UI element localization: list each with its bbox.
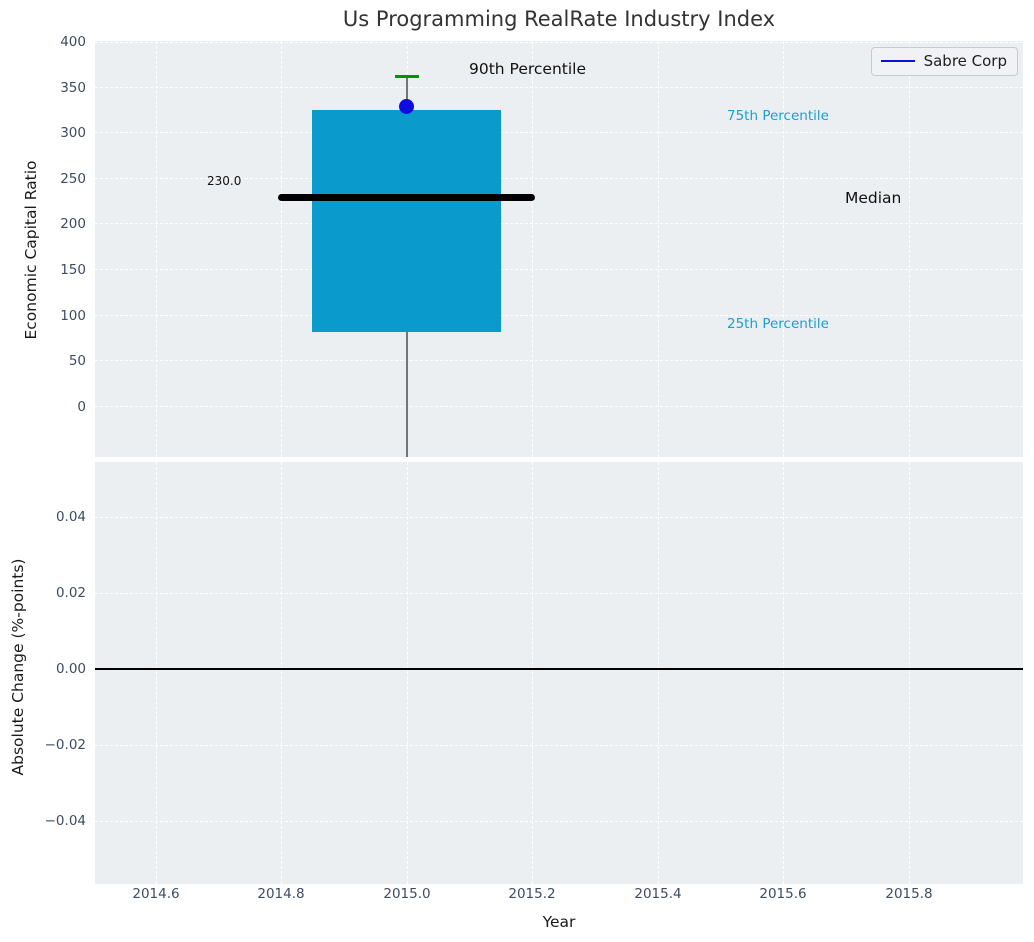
y-tick-label: −0.04 — [44, 813, 86, 829]
gridline — [95, 87, 1023, 88]
gridline — [156, 41, 157, 457]
y-tick-label: −0.02 — [44, 737, 86, 753]
gridline — [95, 178, 1023, 179]
gridline — [658, 462, 659, 884]
p90-label: 90th Percentile — [469, 60, 587, 78]
gridline — [95, 593, 1023, 594]
gridline — [281, 41, 282, 457]
x-tick-label: 2015.2 — [508, 886, 556, 902]
sabre-data-point — [399, 99, 414, 114]
gridline — [95, 269, 1023, 270]
gridline — [532, 41, 533, 457]
gridline — [532, 462, 533, 884]
x-axis-label: Year — [542, 913, 576, 931]
y-tick-label: 200 — [60, 216, 86, 232]
zero-line — [95, 668, 1023, 670]
y-tick-label: 250 — [60, 171, 86, 187]
gridline — [95, 821, 1023, 822]
x-tick-label: 2015.6 — [759, 886, 807, 902]
y-tick-label: 350 — [60, 80, 86, 96]
x-tick-label: 2014.8 — [257, 886, 305, 902]
y-tick-label: 400 — [60, 34, 86, 50]
gridline — [95, 132, 1023, 133]
legend-line-swatch — [880, 59, 915, 63]
gridline — [156, 462, 157, 884]
p90-cap — [395, 75, 419, 78]
gridline — [95, 315, 1023, 316]
gridline — [281, 462, 282, 884]
x-tick-label: 2014.6 — [132, 886, 180, 902]
top-axes: 230.0 90th Percentile 75th Percentile Me… — [95, 41, 1023, 457]
gridline — [95, 360, 1023, 361]
gridline — [95, 42, 1023, 43]
y-tick-label: 0.02 — [55, 585, 86, 601]
y-tick-label: 300 — [60, 125, 86, 141]
y-tick-label: 0 — [77, 399, 86, 415]
chart-title: Us Programming RealRate Industry Index — [342, 7, 776, 31]
p75-label: 75th Percentile — [727, 108, 829, 124]
y-tick-label: 0.00 — [55, 661, 86, 677]
legend: Sabre Corp — [870, 47, 1018, 76]
legend-label: Sabre Corp — [923, 52, 1007, 70]
y-tick-label: 0.04 — [55, 509, 86, 525]
gridline — [783, 41, 784, 457]
p25-label: 25th Percentile — [727, 316, 829, 332]
gridline — [407, 462, 408, 884]
x-tick-label: 2015.4 — [634, 886, 682, 902]
median-word-label: Median — [845, 189, 902, 207]
median-line — [278, 194, 535, 201]
x-tick-label: 2015.0 — [383, 886, 431, 902]
gridline — [909, 41, 910, 457]
gridline — [909, 462, 910, 884]
gridline — [95, 517, 1023, 518]
median-value-label: 230.0 — [207, 174, 242, 188]
y-axis-label-bottom: Absolute Change (%-points) — [9, 558, 27, 776]
gridline — [783, 462, 784, 884]
gridline — [95, 406, 1023, 407]
x-tick-label: 2015.8 — [885, 886, 933, 902]
iqr-box — [312, 110, 501, 332]
y-axis-label-top: Economic Capital Ratio — [22, 160, 40, 340]
y-tick-label: 150 — [60, 262, 86, 278]
y-tick-label: 50 — [68, 353, 86, 369]
gridline — [658, 41, 659, 457]
bottom-axes — [95, 462, 1023, 884]
gridline — [95, 745, 1023, 746]
y-tick-label: 100 — [60, 308, 86, 324]
gridline — [95, 223, 1023, 224]
